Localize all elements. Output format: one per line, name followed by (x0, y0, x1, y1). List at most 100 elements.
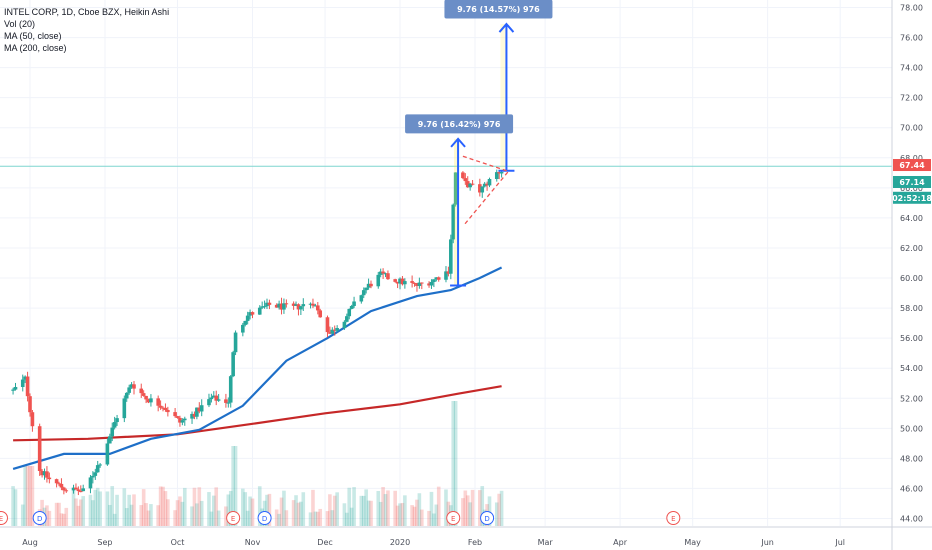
volume-bar (62, 513, 66, 526)
volume-bar (451, 401, 456, 526)
volume-bar (342, 503, 347, 526)
candle-body (308, 303, 313, 305)
candle-body (267, 302, 272, 305)
candle-body (216, 399, 221, 401)
volume-bar (383, 494, 388, 526)
candle-body (76, 489, 81, 492)
candle-body (228, 376, 233, 403)
candle-body (294, 304, 298, 306)
volume-bar (78, 499, 83, 526)
candle-body (74, 487, 78, 490)
measure-1-area (454, 138, 459, 286)
volume-bar (45, 505, 49, 526)
volume-bar (294, 495, 298, 526)
volume-bar (166, 499, 170, 526)
volume-bar (345, 512, 349, 526)
ma200-study-label[interactable]: MA (200, close) (4, 43, 67, 53)
candle-body (144, 395, 148, 400)
volume-bar (393, 490, 397, 526)
candle-body (419, 282, 424, 284)
candle-body (299, 306, 303, 310)
candle-body (279, 303, 284, 310)
measure-drawings: 9.76 (16.42%) 976 9.76 (14.57%) 976 (0, 0, 892, 287)
candle-body (182, 418, 187, 421)
volume-bar (231, 446, 235, 526)
ma50-study-label[interactable]: MA (50, close) (4, 31, 62, 41)
candle-body (161, 407, 165, 409)
volume-bar (364, 489, 368, 526)
y-tick-label: 64.00 (900, 214, 923, 223)
candle-body (291, 303, 296, 306)
candle-body (209, 397, 214, 400)
candle-body (366, 283, 371, 288)
volume-study-label[interactable]: Vol (20) (4, 19, 36, 29)
candle-body (369, 283, 373, 287)
volume-bar (347, 487, 352, 526)
candle-body (412, 282, 417, 284)
volume-bar (161, 486, 165, 526)
volume-bar (403, 495, 407, 526)
volume-bar (461, 498, 465, 526)
volume-bar (328, 494, 332, 526)
candle-body (415, 283, 419, 286)
candle-body (178, 417, 182, 423)
candle-body (403, 281, 407, 285)
candle-body (332, 329, 337, 331)
volume-bar (132, 494, 136, 526)
candle-body (78, 491, 83, 493)
volume-bar (195, 503, 199, 526)
chart-grid (0, 0, 892, 526)
volume-bar (463, 490, 468, 526)
candle-body (158, 405, 163, 408)
x-tick-label: Feb (468, 538, 482, 547)
event-marker (666, 511, 681, 525)
y-tick-label: 78.00 (900, 4, 923, 13)
candle-body (110, 427, 115, 437)
candle-body (98, 464, 102, 466)
volume-bar (318, 508, 323, 526)
volume-bar (228, 490, 233, 526)
symbol-title[interactable]: INTEL CORP, 1D, Cboe BZX, Heikin Ashi (4, 7, 170, 17)
volume-bar (291, 500, 296, 526)
candle-body (163, 407, 168, 410)
candle-body (436, 277, 441, 280)
candle-body (13, 386, 18, 390)
candle-body (23, 376, 27, 380)
event-label: D (37, 515, 42, 523)
y-tick-label: 70.00 (900, 124, 923, 133)
x-tick-label: Sep (97, 538, 112, 547)
candle-body (487, 178, 492, 186)
volume-bars (11, 401, 504, 526)
volume-bar (410, 505, 414, 526)
candle-body (284, 303, 289, 305)
event-marker (32, 511, 47, 525)
volume-bar (47, 510, 52, 526)
candle-body (470, 183, 475, 185)
volume-bar (284, 510, 289, 526)
volume-bar (173, 510, 177, 526)
candle-body (342, 321, 347, 329)
volume-bar (146, 510, 151, 526)
candle-body (62, 487, 66, 491)
volume-bar (93, 489, 98, 526)
volume-bar (13, 489, 18, 526)
candle-body (233, 332, 238, 353)
volume-bar (330, 510, 335, 526)
volume-bar (197, 487, 202, 526)
y-tick-label: 46.00 (900, 484, 923, 493)
candle-body (265, 302, 269, 307)
volume-bar (122, 488, 127, 526)
candle-body (480, 186, 485, 193)
volume-bar (335, 492, 339, 526)
candle-body (91, 475, 95, 478)
volume-bar (311, 489, 315, 526)
candle-body (139, 388, 144, 394)
candle-body (59, 483, 64, 488)
volume-bar (279, 497, 284, 526)
candle-body (190, 413, 194, 419)
volume-bar (400, 502, 405, 526)
x-tick-label: Aug (22, 538, 38, 547)
